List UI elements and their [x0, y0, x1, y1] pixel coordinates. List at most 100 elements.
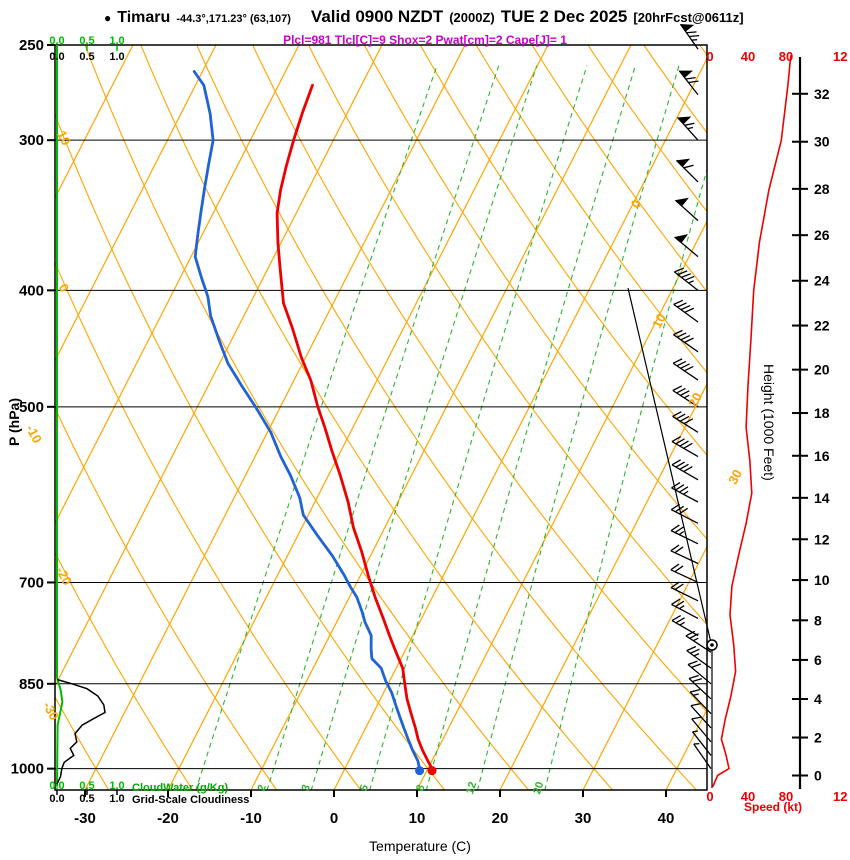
dry-adiabat-label: 0 [56, 281, 73, 294]
wind-barb-icon [671, 598, 699, 620]
dry-adiabat-line [55, 696, 110, 790]
wind-barb-icon [692, 730, 712, 756]
height-tick-label: 10 [814, 572, 830, 588]
wind-barb-icon [691, 716, 712, 743]
height-tick-label: 16 [814, 448, 830, 464]
plot-border [54, 44, 708, 791]
speed-overflow-label-bottom: 12 [833, 789, 847, 804]
wind-barb-icon [686, 645, 712, 669]
wind-barb-icon [673, 299, 699, 323]
wind-barb-icon [685, 630, 712, 653]
dry-adiabat-line [55, 551, 194, 790]
dry-adiabat-line [475, 45, 707, 374]
wind-barb-icon [688, 674, 712, 700]
temperature-curve [275, 83, 434, 770]
mixing-ratio-label: 8 [414, 783, 427, 793]
pressure-gridlines: 250 300 400 500 700 850 1000 [11, 37, 707, 778]
isotherm-line [582, 545, 707, 790]
cloudiness-scale-top: 0.0 [49, 51, 64, 63]
pressure-tick-label: 250 [19, 37, 44, 54]
cloudwater-scale-bottom: 1.0 [109, 780, 124, 792]
dry-adiabat-label: 10 [54, 128, 74, 148]
mixing-ratio-line [476, 65, 680, 790]
mixing-ratio-label: 20 [531, 780, 546, 795]
forecast-tag: [20hrFcst@0611z] [633, 10, 744, 25]
temperature-axis: -30 -20 -10 0 10 20 30 40 [74, 790, 674, 827]
cloudiness-scale-bottom: 0.5 [79, 793, 94, 805]
mixing-ratio-line [425, 65, 636, 790]
speed-overflow-label-top: 12 [833, 49, 847, 64]
mixing-ratio-line [266, 65, 500, 790]
isotherm-line [55, 45, 217, 362]
height-tick-label: 20 [814, 362, 830, 378]
cloudwater-scale-top: 1.0 [109, 35, 124, 47]
pressure-axis-title: P (hPa) [6, 398, 22, 446]
station-coords: -44.3°,171.23° (63,107) [176, 13, 291, 25]
cloudiness-scale-top: 0.5 [79, 51, 94, 63]
dry-adiabat-line [419, 45, 707, 456]
speed-tick-label-bottom: 80 [779, 789, 793, 804]
speed-axis-title: Speed (kt) [744, 800, 803, 814]
isotherm-line [499, 382, 707, 790]
mixing-ratio-line [369, 65, 588, 790]
dry-adiabat-label: -10 [23, 422, 45, 446]
wind-barb-icon [671, 615, 699, 637]
station-bullet-icon: ● [104, 11, 112, 25]
height-tick-label: 8 [814, 612, 822, 628]
wind-barb-icon [693, 742, 712, 770]
wind-barb-icon [672, 411, 699, 433]
temperature-tick-label: 10 [409, 810, 426, 827]
dewpoint-curve [192, 70, 421, 770]
temperature-tick-label: 40 [658, 810, 675, 827]
height-tick-label: 30 [814, 134, 830, 150]
wind-barb-icon [670, 503, 699, 524]
cloudwater-axis-title: CloudWater (g/Kg) [132, 782, 229, 794]
height-tick-label: 32 [814, 86, 830, 102]
isotherm-line [167, 45, 549, 790]
wind-barb-icon [670, 544, 699, 565]
speed-curve [712, 55, 792, 787]
surface-temperature-dot [427, 766, 437, 776]
pressure-tick-label: 1000 [11, 761, 44, 778]
dry-adiabat-line [531, 45, 707, 293]
mixing-ratio-label: 12 [464, 780, 479, 795]
wind-barb-icon [673, 267, 699, 291]
dry-adiabat-line [307, 45, 707, 626]
cloud-scales: 0.00.00.00.00.50.50.50.51.01.01.01.0 [49, 35, 124, 805]
dry-adiabat-line [55, 113, 446, 790]
isotherm-line [84, 45, 466, 790]
valid-zulu: (2000Z) [449, 10, 495, 25]
wind-barb-icon [687, 660, 712, 685]
background-isolines [55, 45, 707, 790]
wind-barb-icon [672, 358, 699, 381]
header: ● Timaru -44.3°,171.23° (63,107) Valid 0… [104, 7, 744, 27]
temperature-tick-label: 30 [575, 810, 592, 827]
pressure-tick-label: 700 [19, 574, 44, 591]
cloudwater-scale-top: 0.0 [49, 35, 64, 47]
isotherm-line [333, 57, 707, 790]
mixing-ratio-label: 5 [358, 783, 371, 793]
wind-barb-icon [671, 459, 699, 481]
surface-dewpoint-dot [415, 766, 425, 776]
height-tick-label: 0 [814, 768, 822, 784]
wind-barb-icon [673, 329, 699, 353]
pressure-tick-label: 850 [19, 676, 44, 693]
cloudwater-curve [56, 45, 64, 787]
wind-barb-icon [679, 24, 700, 50]
wind-barb-icon [673, 234, 699, 258]
isotherm-label: 30 [725, 467, 745, 487]
dry-adiabat-line [363, 45, 707, 540]
height-tick-label: 2 [814, 730, 822, 746]
temperature-tick-label: 0 [330, 810, 338, 827]
cloudwater-scale-top: 0.5 [79, 35, 94, 47]
height-tick-label: 14 [814, 490, 830, 506]
height-tick-label: 18 [814, 405, 830, 421]
isotherm-line [250, 45, 632, 790]
wind-barb-icon [670, 563, 699, 584]
mixing-ratio-label: 2 [256, 783, 269, 793]
stability-indices: Plcl=981 Tlcl[C]=9 Shox=2 Pwat[cm]=2 Cap… [283, 33, 567, 47]
valid-date: TUE 2 Dec 2025 [500, 7, 628, 26]
temperature-tick-label: 20 [492, 810, 509, 827]
height-tick-label: 28 [814, 181, 830, 197]
